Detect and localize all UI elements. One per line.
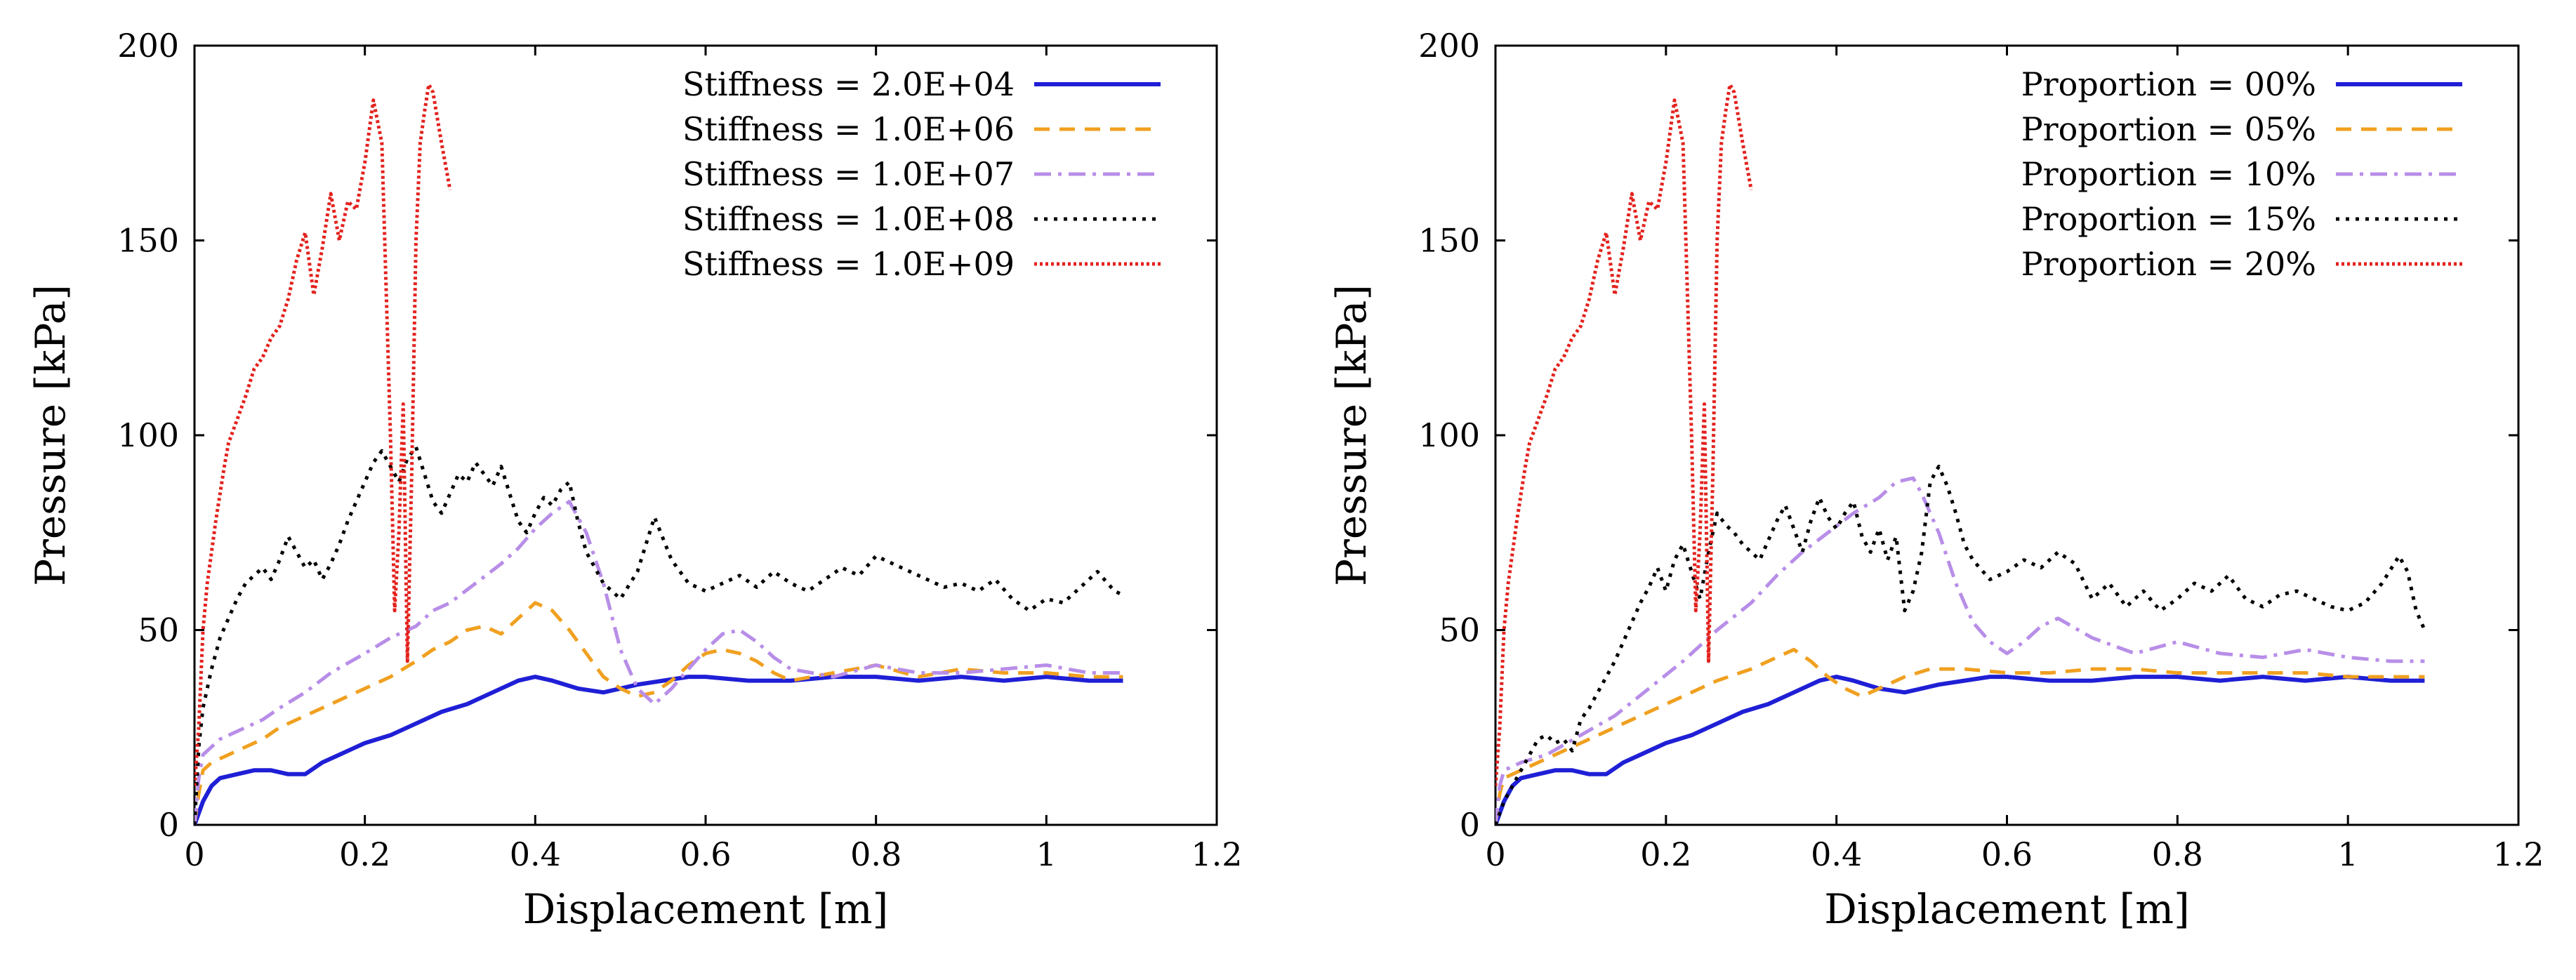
x-tick-label: 1: [1036, 835, 1057, 873]
legend-label: Proportion = 05%: [2021, 110, 2316, 148]
legend-label: Stiffness = 1.0E+07: [682, 155, 1015, 193]
y-tick-label: 0: [159, 806, 179, 844]
right-chart-panel: 0 0.2 0.4 0.6 0.8 1 1.2 0 50 100 150 200 Displacemen…: [1328, 27, 2544, 933]
series-line-3: [1495, 476, 2425, 825]
series-line-4: [1495, 464, 2426, 825]
x-tick-label: 0.4: [1811, 835, 1862, 873]
x-tick-label: 0.8: [850, 835, 901, 873]
y-tick-label: 0: [1460, 806, 1480, 844]
series-line-1: [194, 675, 1123, 825]
series-line-3: [194, 499, 1123, 825]
x-tick-label: 0.6: [1981, 835, 2033, 873]
right-plot-frame: [1494, 44, 2520, 826]
series-line-1: [1495, 675, 2425, 825]
x-axis-label: Displacement [m]: [523, 885, 889, 933]
y-tick-label: 50: [1439, 611, 1480, 649]
x-tick-label: 0.6: [680, 835, 731, 873]
series-line-5: [194, 83, 452, 786]
x-tick-label: 0: [1485, 835, 1505, 873]
y-tick-label: 100: [117, 416, 179, 454]
legend-label: Stiffness = 1.0E+09: [682, 245, 1015, 283]
x-tick-label: 1: [2338, 835, 2358, 873]
series-line-4: [194, 445, 1124, 825]
y-tick-label: 100: [1418, 416, 1480, 454]
y-axis-label: Pressure [kPa]: [1328, 284, 1375, 586]
series-line-2: [1495, 647, 2425, 825]
x-tick-label: 1.2: [2492, 835, 2544, 873]
series-line-5: [1495, 83, 1753, 786]
legend-label: Proportion = 15%: [2021, 200, 2316, 238]
x-tick-label: 0.2: [339, 835, 390, 873]
series-line-2: [194, 601, 1123, 825]
series-group: [1495, 83, 2426, 825]
x-tick-label: 0.2: [1640, 835, 1691, 873]
y-tick-label: 200: [117, 27, 179, 65]
left-chart-panel: 0 0.2 0.4 0.6 0.8 1 1.2 0 50 100 150 200 Displacemen…: [27, 27, 1243, 933]
y-tick-label: 200: [1418, 27, 1480, 65]
legend-label: Proportion = 20%: [2021, 245, 2316, 283]
y-tick-label: 50: [138, 611, 179, 649]
x-tick-label: 1.2: [1191, 835, 1242, 873]
legend-label: Stiffness = 1.0E+08: [682, 200, 1015, 238]
legend-label: Stiffness = 1.0E+06: [682, 110, 1015, 148]
x-axis-label: Displacement [m]: [1824, 885, 2190, 933]
series-group: [194, 83, 1124, 825]
y-tick-label: 150: [117, 222, 179, 260]
x-tick-label: 0.8: [2152, 835, 2203, 873]
x-tick-label: 0: [184, 835, 204, 873]
legend-label: Proportion = 00%: [2021, 65, 2316, 103]
legend-label: Stiffness = 2.0E+04: [682, 65, 1015, 103]
y-axis-label: Pressure [kPa]: [27, 284, 74, 586]
x-tick-label: 0.4: [510, 835, 561, 873]
legend-label: Proportion = 10%: [2021, 155, 2316, 193]
y-tick-label: 150: [1418, 222, 1480, 260]
